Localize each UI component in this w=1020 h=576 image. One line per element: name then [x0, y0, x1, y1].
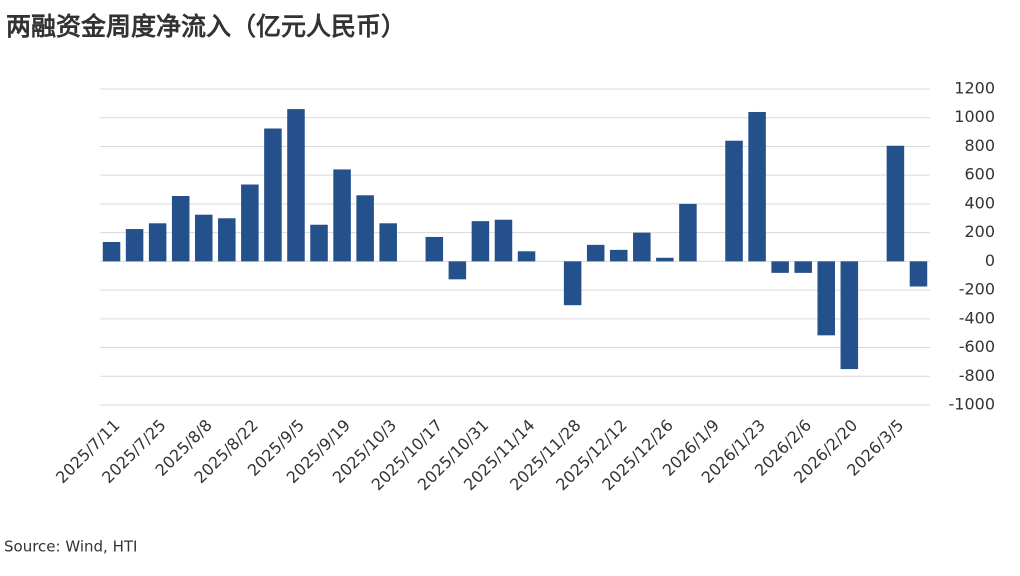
bar — [448, 261, 467, 280]
bar — [218, 218, 236, 262]
bar — [725, 140, 743, 262]
bar — [771, 261, 789, 273]
bar — [563, 261, 582, 306]
y-tick-label: -800 — [959, 366, 995, 385]
y-tick-label: 800 — [964, 136, 995, 155]
bar — [425, 236, 444, 262]
y-tick-label: -600 — [959, 337, 995, 356]
bar — [148, 223, 167, 262]
bar — [125, 229, 144, 262]
bar — [517, 251, 536, 262]
bar — [886, 145, 905, 262]
bar — [194, 214, 213, 262]
bar — [310, 224, 328, 262]
source: Source: Wind, HTI — [4, 538, 137, 556]
y-tick-label: -1000 — [949, 395, 996, 414]
bar — [379, 223, 397, 262]
chart-title: 两融资金周度净流入（亿元人民币） — [6, 12, 406, 41]
bar — [840, 261, 859, 370]
y-tick-label: -400 — [959, 308, 995, 327]
bar — [817, 261, 836, 336]
bar — [471, 221, 490, 262]
bar — [494, 219, 513, 262]
bar — [909, 261, 928, 287]
y-tick-label: 1200 — [954, 79, 995, 98]
y-tick-label: 600 — [964, 165, 995, 184]
bar — [633, 232, 651, 262]
bar — [102, 241, 121, 262]
bar — [264, 128, 282, 262]
bar — [171, 196, 190, 262]
y-tick-label: 200 — [964, 222, 995, 241]
bar — [748, 111, 766, 262]
bar — [679, 203, 697, 262]
bar — [656, 257, 674, 262]
bar — [287, 109, 305, 262]
y-tick-label: 0 — [985, 251, 995, 270]
bar — [356, 195, 374, 262]
bar — [241, 184, 259, 262]
bar — [609, 249, 628, 262]
bar — [333, 169, 351, 262]
y-tick-label: 1000 — [954, 107, 995, 126]
y-tick-label: -200 — [959, 280, 995, 299]
y-tick-label: 400 — [964, 193, 995, 212]
bar — [586, 244, 605, 262]
bar — [794, 261, 812, 273]
